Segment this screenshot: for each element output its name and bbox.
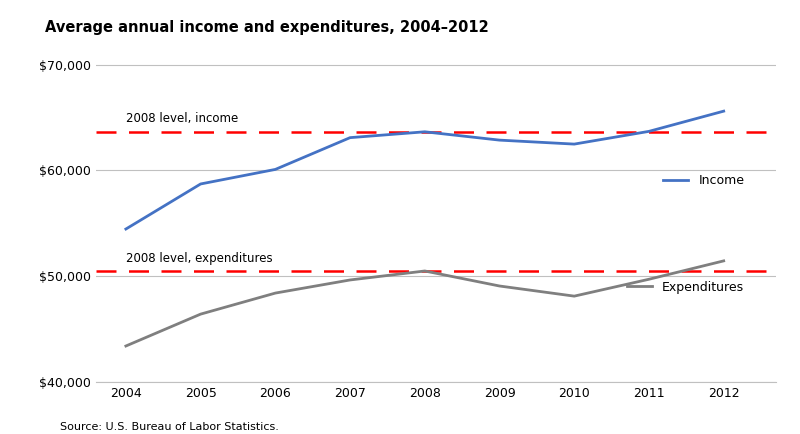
Text: Average annual income and expenditures, 2004–2012: Average annual income and expenditures, …: [45, 20, 489, 35]
Legend: Expenditures: Expenditures: [622, 276, 750, 299]
Text: 2008 level, income: 2008 level, income: [126, 112, 238, 125]
Text: Source: U.S. Bureau of Labor Statistics.: Source: U.S. Bureau of Labor Statistics.: [60, 422, 279, 432]
Text: 2008 level, expenditures: 2008 level, expenditures: [126, 252, 273, 265]
